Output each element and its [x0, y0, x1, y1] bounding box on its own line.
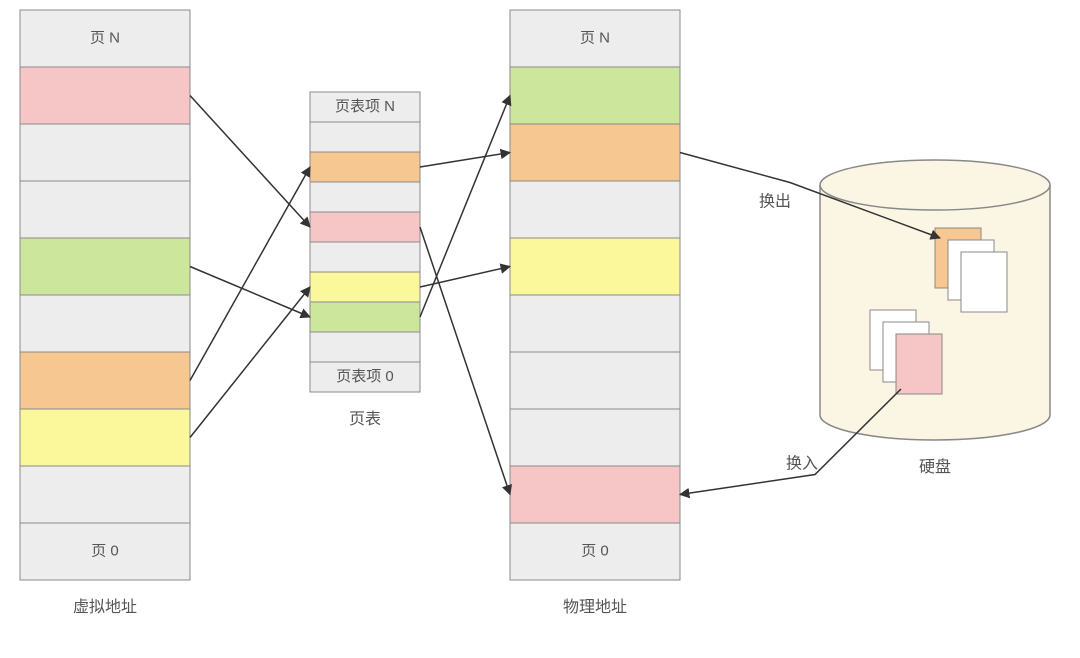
physical-address-cell-2	[510, 124, 680, 181]
physical-address-label-0: 页 N	[580, 29, 610, 46]
page-table-cell-6	[310, 272, 420, 302]
physical-address-cell-7	[510, 409, 680, 466]
virtual-address-cell-3	[20, 181, 190, 238]
page-table-cell-4	[310, 212, 420, 242]
physical-address-cell-5	[510, 295, 680, 352]
arrow-v-pt-3	[190, 287, 310, 438]
disk-top	[820, 160, 1050, 210]
disk-caption: 硬盘	[919, 457, 951, 476]
physical-address-caption: 物理地址	[563, 598, 627, 616]
physical-address-cell-6	[510, 352, 680, 409]
virtual-address-cell-2	[20, 124, 190, 181]
swap-in-label: 换入	[786, 455, 818, 473]
swap-out-label: 换出	[759, 193, 791, 211]
page-table-label-0: 页表项 N	[335, 98, 395, 115]
virtual-address-cell-7	[20, 409, 190, 466]
disk: 硬盘	[820, 160, 1050, 476]
physical-address-cell-1	[510, 67, 680, 124]
arrow-v-pt-0	[190, 96, 310, 228]
page-table-cell-3	[310, 182, 420, 212]
virtual-address-cell-1	[20, 67, 190, 124]
page-table-cell-7	[310, 302, 420, 332]
virtual-address-cell-5	[20, 295, 190, 352]
arrow-pt-p-3	[420, 96, 510, 318]
virtual-address-label-9: 页 0	[91, 542, 119, 559]
arrow-pt-p-1	[420, 227, 510, 495]
page-table-cell-2	[310, 152, 420, 182]
physical-address-label-9: 页 0	[581, 542, 609, 559]
physical-address-cell-8	[510, 466, 680, 523]
diagram-canvas: 页 N 页 0 虚拟地址 页表项 N 页表项 0 页表 页 N 页 0 物理地址 硬盘 换出换入	[0, 0, 1080, 658]
page-table-cell-1	[310, 122, 420, 152]
arrow-pt-p-0	[420, 153, 510, 168]
physical-address-cell-4	[510, 238, 680, 295]
page-table-cell-5	[310, 242, 420, 272]
virtual-address-cell-6	[20, 352, 190, 409]
disk-body	[820, 185, 1050, 440]
page-table-caption: 页表	[349, 410, 381, 428]
virtual-address-caption: 虚拟地址	[73, 598, 137, 616]
page-table: 页表项 N 页表项 0 页表	[310, 92, 420, 428]
disk-paper-out-2	[961, 252, 1007, 312]
virtual-address: 页 N 页 0 虚拟地址	[20, 10, 190, 616]
virtual-address-label-0: 页 N	[90, 29, 120, 46]
disk-paper-in-2	[896, 334, 942, 394]
virtual-address-cell-8	[20, 466, 190, 523]
virtual-address-cell-4	[20, 238, 190, 295]
physical-address: 页 N 页 0 物理地址	[510, 10, 680, 616]
page-table-label-9: 页表项 0	[336, 368, 394, 385]
physical-address-cell-3	[510, 181, 680, 238]
page-table-cell-8	[310, 332, 420, 362]
